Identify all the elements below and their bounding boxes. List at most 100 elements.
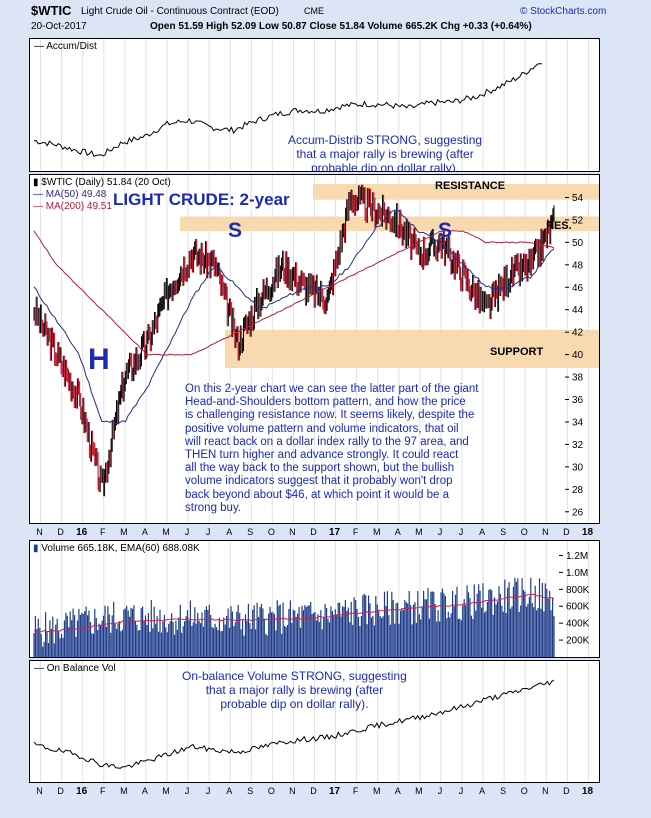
month-tick-label: J	[185, 786, 190, 796]
month-tick-label: J	[459, 527, 464, 537]
price-tick-label: 52	[572, 215, 584, 226]
accum-dist-title: — Accum/Dist	[34, 41, 97, 52]
month-tick-label: F	[353, 786, 359, 796]
month-tick-label: 18	[582, 786, 594, 797]
month-tick-label: D	[310, 786, 317, 796]
month-tick-label: N	[289, 527, 296, 537]
month-tick-label: M	[120, 527, 128, 537]
month-tick-label: A	[395, 527, 401, 537]
resistance-label: RESISTANCE	[435, 180, 506, 192]
month-tick-label: M	[415, 527, 423, 537]
ma50-line	[33, 209, 555, 425]
month-tick-label: N	[542, 527, 549, 537]
volume-panel: 200K 400K 600K 800K 1.0M 1.2M ▮ Volume 665.18…	[29, 540, 600, 658]
obv-title: — On Balance Vol	[34, 663, 116, 674]
month-tick-label: O	[521, 786, 528, 796]
site-credit: © StockCharts.com	[520, 6, 607, 17]
month-tick-label: 17	[329, 786, 341, 797]
price-tick-label: 26	[572, 507, 584, 518]
month-tick-label: J	[459, 786, 464, 796]
price-tick-label: 42	[572, 328, 584, 339]
month-tick-label: F	[100, 786, 106, 796]
month-axis-bottom: N D 16 F M A M J J A S O N D 17 F M A M J J A S O N D 18	[36, 786, 594, 797]
volume-bars	[33, 577, 555, 657]
month-tick-label: O	[268, 527, 275, 537]
volume-legend: ▮ Volume 665.18K, EMA(60) 688.08K	[33, 543, 200, 554]
month-tick-label: N	[36, 786, 43, 796]
obv-line	[33, 679, 555, 769]
accum-dist-panel: — Accum/Dist Accum-Distrib STRONG, sugge…	[29, 38, 600, 172]
price-tick-label: 34	[572, 417, 584, 428]
resistance-zone	[313, 183, 599, 200]
price-plot: 26 28 30 32 34 36 38 40 42 44 46 48 50 52 54	[33, 175, 599, 523]
price-tick-label: 48	[572, 260, 584, 271]
volume-tick-label: 800K	[566, 585, 590, 596]
accum-dist-plot	[33, 39, 589, 171]
month-tick-label: O	[521, 527, 528, 537]
price-bars-up	[33, 184, 555, 497]
month-tick-label: D	[563, 786, 570, 796]
month-tick-label: F	[100, 527, 106, 537]
price-tick-label: 46	[572, 283, 584, 294]
volume-ema-line	[33, 593, 555, 633]
accum-dist-line	[33, 63, 543, 157]
volume-tick-label: 600K	[566, 602, 590, 613]
ma200-legend: — MA(200) 49.51	[33, 201, 112, 212]
head-label: H	[88, 343, 110, 376]
month-tick-label: D	[57, 527, 64, 537]
month-tick-label: J	[438, 527, 443, 537]
month-tick-label: M	[373, 527, 381, 537]
left-shoulder-label: S	[228, 219, 243, 242]
price-tick-label: 50	[572, 238, 584, 249]
month-tick-label: A	[226, 786, 232, 796]
price-legend: ▮ $WTIC (Daily) 51.84 (20 Oct)	[33, 177, 171, 188]
price-tick-label: 32	[572, 440, 584, 451]
right-shoulder-label: S	[438, 219, 453, 242]
symbol: $WTIC	[31, 3, 72, 18]
month-tick-label: A	[142, 527, 148, 537]
volume-plot: 200K 400K 600K 800K 1.0M 1.2M	[33, 541, 590, 657]
ma50-legend: — MA(50) 49.48	[33, 189, 107, 200]
month-tick-label: J	[185, 527, 190, 537]
res-label: RES.	[546, 220, 572, 232]
exchange: CME	[304, 6, 324, 16]
support-label: SUPPORT	[490, 346, 544, 358]
price-tick-label: 44	[572, 305, 584, 316]
month-tick-label: M	[162, 527, 170, 537]
month-tick-label: 16	[76, 786, 88, 797]
month-tick-label: A	[479, 786, 485, 796]
obv-panel: — On Balance Vol On-balance Volume STRON…	[29, 660, 600, 783]
month-tick-label: 18	[582, 527, 594, 538]
month-tick-label: F	[353, 527, 359, 537]
obv-note: On-balance Volume STRONG, suggesting tha…	[182, 669, 407, 711]
price-tick-label: 38	[572, 373, 584, 384]
month-tick-label: D	[563, 527, 570, 537]
month-tick-label: A	[142, 786, 148, 796]
price-tick-label: 54	[572, 193, 584, 204]
month-tick-label: M	[415, 786, 423, 796]
month-tick-label: J	[206, 786, 211, 796]
quote-line: Open 51.59 High 52.09 Low 50.87 Close 51…	[150, 21, 532, 32]
month-tick-label: 17	[329, 527, 341, 538]
month-tick-label: D	[57, 786, 64, 796]
month-tick-label: J	[206, 527, 211, 537]
volume-tick-label: 1.0M	[566, 568, 588, 579]
commentary: On this 2-year chart we can see the latt…	[185, 383, 479, 514]
month-tick-label: J	[438, 786, 443, 796]
price-tick-label: 28	[572, 485, 584, 496]
ma200-line	[33, 230, 555, 356]
price-tick-label: 40	[572, 350, 584, 361]
obv-plot	[33, 661, 589, 782]
volume-tick-label: 400K	[566, 619, 590, 630]
price-tick-label: 30	[572, 462, 584, 473]
month-tick-label: M	[162, 786, 170, 796]
month-tick-label: A	[395, 786, 401, 796]
month-tick-label: M	[120, 786, 128, 796]
month-tick-label: S	[500, 527, 506, 537]
month-axis-top: N D 16 F M A M J J A S O N D 17 F M A M J J A S O N D 18	[36, 527, 594, 538]
month-tick-label: S	[247, 786, 253, 796]
month-tick-label: O	[268, 786, 275, 796]
big-chart-title: LIGHT CRUDE: 2-year	[113, 190, 290, 209]
volume-tick-label: 1.2M	[566, 551, 588, 562]
month-tick-label: S	[500, 786, 506, 796]
